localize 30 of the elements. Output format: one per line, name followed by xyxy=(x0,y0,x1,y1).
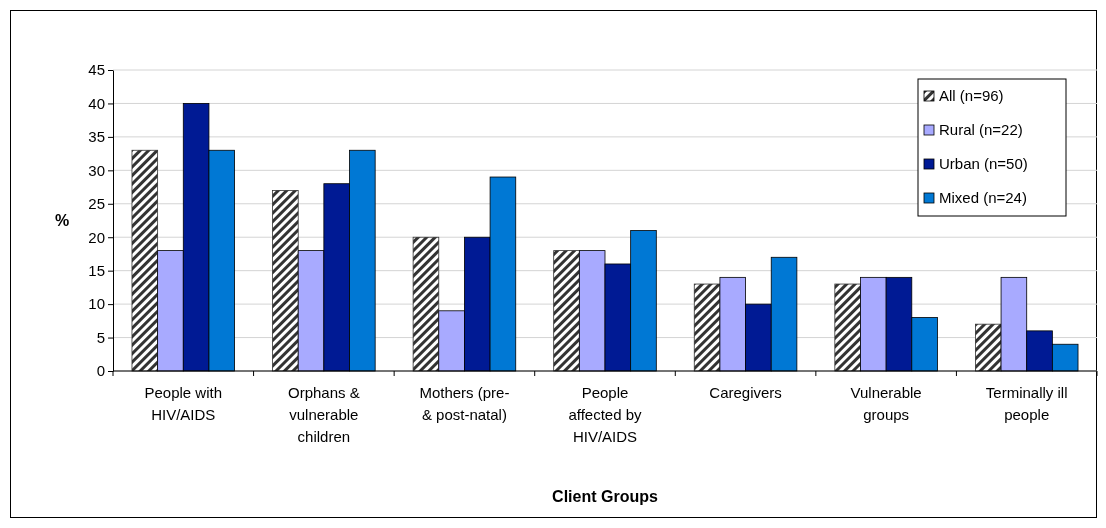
y-tick-label: 40 xyxy=(88,94,105,112)
bar xyxy=(272,190,299,372)
x-tick-label: Orphans & vulnerable children xyxy=(288,384,360,445)
legend-label: Rural (n=22) xyxy=(939,121,1023,138)
bar xyxy=(834,283,861,372)
legend-label: Mixed (n=24) xyxy=(939,189,1027,206)
bar xyxy=(975,323,1002,372)
x-axis-title: Client Groups xyxy=(552,488,658,505)
bar xyxy=(131,149,159,372)
y-tick-label: 20 xyxy=(88,228,105,246)
x-tick-label: Mothers (pre- & post-natal) xyxy=(419,384,510,423)
y-tick-label: 5 xyxy=(96,328,105,346)
y-tick-label: 10 xyxy=(88,295,105,313)
bar xyxy=(412,236,440,372)
legend-label: All (n=96) xyxy=(939,87,1004,104)
y-tick-label: 15 xyxy=(88,261,105,279)
x-tick-label: Terminally ill people xyxy=(985,384,1068,423)
y-tick-label: 30 xyxy=(88,161,105,179)
y-tick-label: 35 xyxy=(88,128,105,146)
bar xyxy=(553,250,580,372)
x-tick-label: People affected by HIV/AIDS xyxy=(568,384,643,445)
y-tick-label: 25 xyxy=(88,195,105,213)
y-tick-label: 45 xyxy=(88,61,105,79)
legend-label: Urban (n=50) xyxy=(939,155,1028,172)
y-tick-label: 0 xyxy=(96,362,105,380)
x-tick-label: People with HIV/AIDS xyxy=(144,384,223,423)
x-tick-label: Caregivers xyxy=(709,384,782,401)
bar xyxy=(693,283,721,372)
x-tick-label: Vulnerable groups xyxy=(850,384,922,423)
y-axis-title: % xyxy=(54,212,70,229)
